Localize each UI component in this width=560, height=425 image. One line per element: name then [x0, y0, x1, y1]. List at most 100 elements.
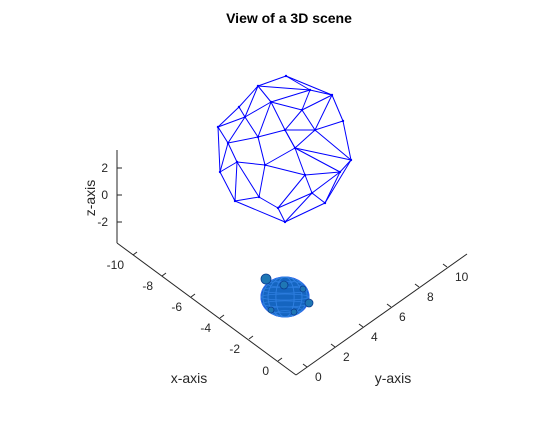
wireframe-edge — [236, 161, 266, 166]
wireframe-edge — [294, 129, 316, 149]
wireframe-edge — [284, 109, 303, 131]
wireframe-edge — [314, 129, 352, 161]
z-tick-label: -2 — [97, 215, 108, 229]
wireframe-edge — [234, 200, 286, 223]
x-tick-mark — [219, 314, 225, 319]
wireframe-vertex — [338, 170, 342, 174]
wireframe-edge — [285, 75, 333, 96]
wireframe-vertex — [283, 220, 287, 224]
y-tick-mark — [302, 363, 308, 368]
wireframe-edge — [284, 192, 313, 223]
z-axis-label: z-axis — [82, 180, 98, 217]
y-tick-label: 10 — [455, 270, 469, 284]
wireframe-edge — [311, 171, 341, 194]
wireframe-edge — [284, 202, 326, 223]
wireframe-edge — [217, 126, 229, 144]
wireframe-vertex — [341, 119, 345, 123]
wireframe-edge — [217, 106, 240, 128]
x-tick-label: -6 — [171, 300, 182, 314]
wireframe-vertex — [310, 191, 314, 195]
y-tick-mark — [386, 303, 392, 308]
x-tick-mark — [248, 335, 254, 340]
wireframe-vertex — [284, 74, 288, 78]
wireframe-edge — [304, 171, 341, 176]
wireframe-edge — [331, 94, 344, 122]
wireframe-edge — [257, 101, 272, 138]
y-axis-line — [295, 253, 468, 376]
cluster-marker — [304, 298, 314, 308]
wireframe-edge — [324, 171, 341, 204]
x-axis-line — [116, 242, 297, 376]
wireframe-edge — [227, 116, 246, 144]
x-tick-label: 0 — [262, 364, 269, 378]
x-tick-mark — [190, 293, 196, 298]
wireframe-edge — [294, 147, 306, 176]
wireframe-edge — [264, 147, 296, 166]
wireframe-edge — [270, 89, 311, 103]
cluster-marker — [267, 306, 275, 314]
x-tick-mark — [161, 272, 167, 277]
wireframe-vertex — [308, 88, 312, 92]
wireframe-vertex — [243, 115, 247, 119]
wireframe-edge — [227, 142, 238, 163]
wireframe-edge — [277, 192, 313, 209]
wireframe-edge — [234, 161, 238, 202]
wireframe-edge — [258, 164, 266, 198]
wireframe-edge — [217, 126, 221, 173]
y-tick-mark — [358, 323, 364, 328]
wireframe-edge — [294, 147, 341, 173]
x-tick-mark — [132, 251, 138, 256]
wireframe-vertex — [300, 108, 304, 112]
z-ticks: 2 0 -2 — [97, 161, 122, 229]
sphere-cluster — [260, 273, 314, 318]
y-tick-mark — [442, 263, 448, 268]
wireframe-vertex — [237, 105, 241, 109]
wireframe-edge — [342, 120, 352, 161]
y-tick-label: 4 — [371, 330, 378, 344]
y-tick-label: 2 — [343, 350, 350, 364]
wireframe-edge — [314, 120, 344, 131]
x-tick-mark — [277, 357, 283, 362]
wireframe-vertex — [276, 206, 280, 210]
wireframe-edge — [270, 101, 303, 111]
wireframe-edge — [219, 161, 238, 173]
wireframe-edge — [219, 171, 236, 202]
wireframe-edge — [257, 85, 311, 91]
wireframe-edge — [304, 174, 313, 194]
wireframe-vertex — [323, 201, 327, 205]
wireframe-vertex — [330, 93, 334, 97]
wireframe-edge — [227, 136, 259, 144]
axes — [116, 150, 468, 376]
z-tick-label: 2 — [101, 161, 108, 175]
wireframe-vertex — [269, 100, 273, 104]
wireframe-vertex — [216, 125, 220, 129]
wireframe-vertex — [226, 141, 230, 145]
wireframe-edge — [277, 174, 306, 209]
y-tick-mark — [330, 343, 336, 348]
y-ticks: 0 2 4 6 8 10 — [302, 263, 469, 384]
y-tick-mark — [414, 283, 420, 288]
wireframe-vertex — [235, 160, 239, 164]
wireframe-vertex — [263, 163, 267, 167]
wireframe-edge — [277, 207, 286, 223]
wireframe-edge — [257, 85, 272, 103]
wireframe-edge — [244, 85, 259, 118]
wireframe-edge — [314, 94, 333, 131]
y-axis-label: y-axis — [375, 370, 412, 386]
y-tick-label: 0 — [315, 370, 322, 384]
y-tick-label: 8 — [427, 290, 434, 304]
wireframe-edge — [236, 161, 260, 198]
wireframe-edge — [311, 192, 326, 204]
wireframe-edge — [294, 147, 352, 161]
wireframe-vertex — [313, 128, 317, 132]
wireframe-edge — [238, 85, 259, 108]
x-tick-label: -2 — [229, 342, 240, 356]
wireframe-vertex — [283, 128, 287, 132]
x-ticks: -10 -8 -6 -4 -2 0 — [107, 251, 283, 378]
wireframe-edge — [217, 116, 246, 128]
wireframe-polyhedron — [216, 74, 353, 224]
wireframe-edge — [285, 75, 311, 91]
wireframe-vertex — [349, 158, 353, 162]
